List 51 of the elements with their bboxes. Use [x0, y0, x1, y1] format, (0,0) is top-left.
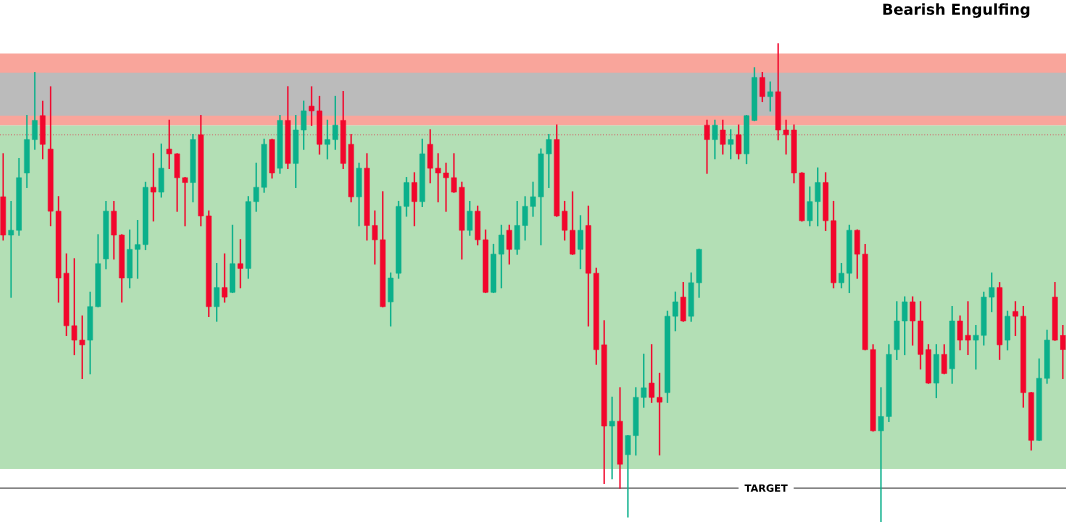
candlestick — [957, 315, 963, 351]
candlestick — [1060, 324, 1066, 379]
candlestick — [166, 119, 173, 169]
candlestick — [466, 200, 473, 236]
candlestick — [32, 71, 38, 150]
candlestick — [451, 153, 457, 193]
candlestick — [213, 262, 220, 322]
candlestick — [514, 200, 520, 255]
candlestick — [973, 324, 979, 370]
candlestick — [727, 129, 734, 160]
candlestick — [174, 153, 180, 212]
candlestick — [680, 281, 687, 322]
candlestick — [783, 119, 789, 155]
candlestick — [625, 434, 631, 518]
candlestick — [712, 119, 718, 160]
candlestick — [720, 119, 726, 155]
candlestick — [901, 296, 908, 356]
candlestick — [640, 353, 647, 408]
candlestick — [546, 133, 552, 188]
candlestick — [878, 387, 884, 522]
candlestick — [530, 181, 536, 217]
candlestick — [704, 119, 710, 174]
candlestick — [443, 162, 449, 212]
candlestick — [372, 210, 378, 265]
candlestick — [807, 186, 813, 227]
candlestick — [965, 301, 971, 356]
candlestick — [237, 239, 244, 289]
ref-line-label: TARGET — [744, 484, 788, 492]
candlestick — [435, 153, 441, 203]
candlestick — [735, 124, 742, 160]
candlestick — [1004, 310, 1011, 351]
candlestick — [814, 167, 821, 227]
candlestick — [158, 143, 165, 198]
candlestick — [387, 272, 394, 327]
candlestick — [759, 71, 766, 102]
candlestick — [150, 153, 157, 222]
candlestick — [854, 229, 861, 279]
candlestick — [767, 81, 774, 112]
candlestick — [522, 196, 528, 241]
candlestick — [8, 200, 14, 298]
candlestick — [111, 200, 117, 260]
candlestick — [577, 215, 584, 270]
candlestick — [182, 176, 188, 227]
candlestick — [221, 253, 228, 303]
text: Bearish Engulfing — [883, 3, 1030, 18]
candlestick — [253, 162, 260, 212]
candlestick — [609, 396, 615, 480]
candlestick — [941, 344, 948, 375]
candlestick — [427, 129, 433, 184]
candlestick — [411, 172, 418, 227]
candlestick — [506, 224, 513, 265]
